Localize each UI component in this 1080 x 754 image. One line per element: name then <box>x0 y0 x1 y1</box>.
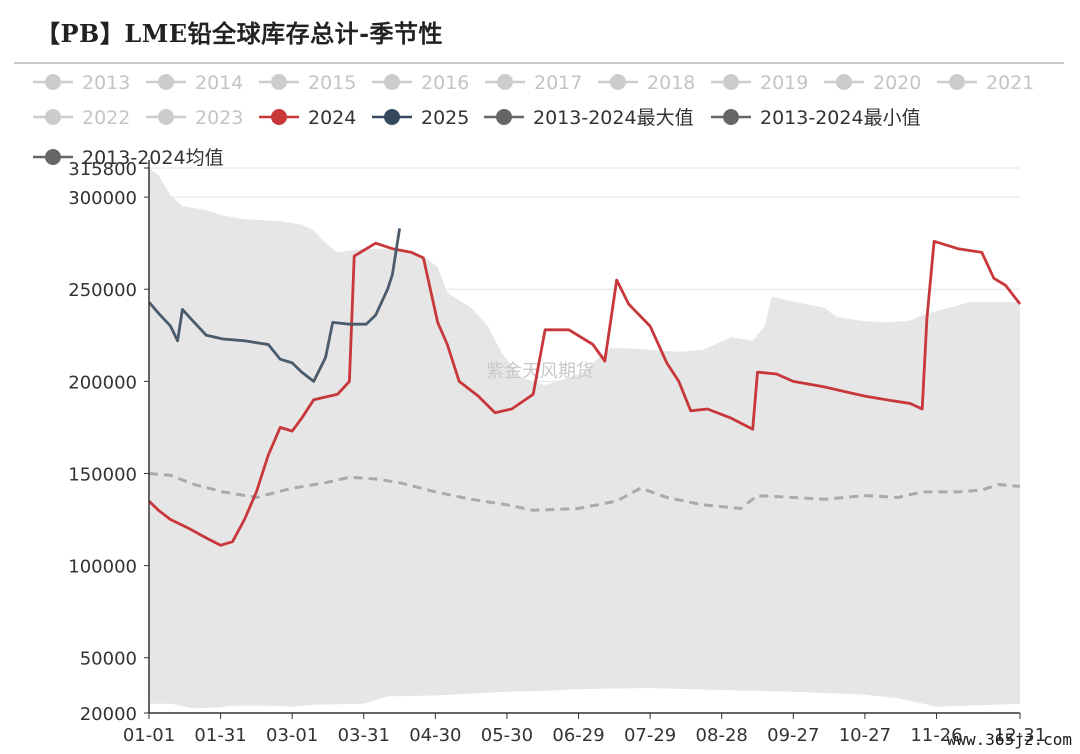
band-area <box>149 168 1020 709</box>
legend-label: 2023 <box>195 107 243 129</box>
watermark: 紫金天风期货 <box>486 361 594 382</box>
legend-marker <box>949 74 965 90</box>
chart-title: 【PB】LME铅全球库存总计-季节性 <box>36 19 444 48</box>
x-axis-ticks: 01-01 01-31 03-01 03-31 04-30 05-30 06-29 07-29… <box>123 713 1046 746</box>
legend-item-2017[interactable]: 2017 <box>485 72 582 94</box>
legend-marker <box>45 149 61 165</box>
legend-label: 2017 <box>534 72 582 94</box>
legend-marker <box>610 74 626 90</box>
x-tick-09-27: 09-27 <box>767 725 819 746</box>
y-tick-150000: 150000 <box>68 464 137 485</box>
x-tick-08-28: 08-28 <box>696 725 748 746</box>
legend-item-2020[interactable]: 2020 <box>824 72 921 94</box>
min-max-band <box>149 168 1020 709</box>
legend-marker <box>496 109 512 125</box>
legend-label: 2013-2024最大值 <box>533 107 694 129</box>
y-tick-50000: 50000 <box>80 649 137 670</box>
y-tick-20000: 20000 <box>80 704 137 725</box>
legend-label: 2025 <box>421 107 469 129</box>
legend-marker <box>45 74 61 90</box>
legend-marker <box>45 109 61 125</box>
y-tick-300000: 300000 <box>68 188 137 209</box>
legend-label: 2013 <box>82 72 130 94</box>
y-tick-315800: 315800 <box>68 159 137 180</box>
legend-label: 2016 <box>421 72 469 94</box>
x-tick-11-26: 11-26 <box>910 725 962 746</box>
legend-label: 2015 <box>308 72 356 94</box>
legend-item-2013-2024[interactable]: 2013-2024均值 <box>33 147 224 169</box>
legend-label: 2022 <box>82 107 130 129</box>
legend-marker <box>384 74 400 90</box>
legend-marker <box>836 74 852 90</box>
legend-marker <box>723 74 739 90</box>
legend-item-2013-2024[interactable]: 2013-2024最小值 <box>711 107 921 129</box>
corner-watermark: www.365jz.com <box>947 730 1072 749</box>
legend-item-2019[interactable]: 2019 <box>711 72 808 94</box>
x-tick-03-31: 03-31 <box>338 725 390 746</box>
series-line-2025 <box>147 228 401 383</box>
x-tick-01-31: 01-31 <box>194 725 246 746</box>
legend-marker <box>271 109 287 125</box>
legend-item-2018[interactable]: 2018 <box>598 72 695 94</box>
series-lines <box>147 228 1022 547</box>
y-axis-ticks: 20000 50000 100000 150000 200000 250000 300000… <box>68 159 149 725</box>
x-tick-07-29: 07-29 <box>624 725 676 746</box>
legend-label: 2019 <box>760 72 808 94</box>
title-divider <box>14 62 1064 64</box>
x-tick-03-01: 03-01 <box>266 725 318 746</box>
legend-item-2016[interactable]: 2016 <box>372 72 469 94</box>
legend-marker <box>497 74 513 90</box>
legend-item-2015[interactable]: 2015 <box>259 72 356 94</box>
legend-marker <box>384 109 400 125</box>
y-tick-200000: 200000 <box>68 372 137 393</box>
y-tick-100000: 100000 <box>68 557 137 578</box>
legend-label: 2018 <box>647 72 695 94</box>
legend-marker <box>723 109 739 125</box>
x-tick-05-30: 05-30 <box>481 725 533 746</box>
legend-item-2013-2024[interactable]: 2013-2024最大值 <box>484 107 694 129</box>
legend-label: 2014 <box>195 72 243 94</box>
legend-label: 2020 <box>873 72 921 94</box>
legend-label: 2013-2024均值 <box>82 147 224 169</box>
legend-label: 2021 <box>986 72 1034 94</box>
legend-marker <box>271 74 287 90</box>
series-line-2013-2024 <box>148 472 1021 512</box>
legend-label: 2024 <box>308 107 356 129</box>
legend: 2013 2014 2015 2016 2017 2018 2019 2020 2021 2022… <box>33 72 1034 169</box>
x-tick-04-30: 04-30 <box>409 725 461 746</box>
legend-item-2024[interactable]: 2024 <box>259 107 356 129</box>
series-line-2024 <box>148 239 1022 547</box>
x-tick-10-27: 10-27 <box>839 725 891 746</box>
y-tick-250000: 250000 <box>68 280 137 301</box>
x-tick-12-31: 12-31 <box>994 725 1046 746</box>
legend-marker <box>158 74 174 90</box>
legend-marker <box>158 109 174 125</box>
axes <box>148 160 1020 714</box>
legend-item-2013[interactable]: 2013 <box>33 72 130 94</box>
x-tick-01-01: 01-01 <box>123 725 175 746</box>
legend-item-2023[interactable]: 2023 <box>146 107 243 129</box>
legend-item-2014[interactable]: 2014 <box>146 72 243 94</box>
legend-item-2025[interactable]: 2025 <box>372 107 469 129</box>
legend-label: 2013-2024最小值 <box>760 107 921 129</box>
legend-item-2021[interactable]: 2021 <box>937 72 1034 94</box>
x-tick-06-29: 06-29 <box>552 725 604 746</box>
legend-item-2022[interactable]: 2022 <box>33 107 130 129</box>
